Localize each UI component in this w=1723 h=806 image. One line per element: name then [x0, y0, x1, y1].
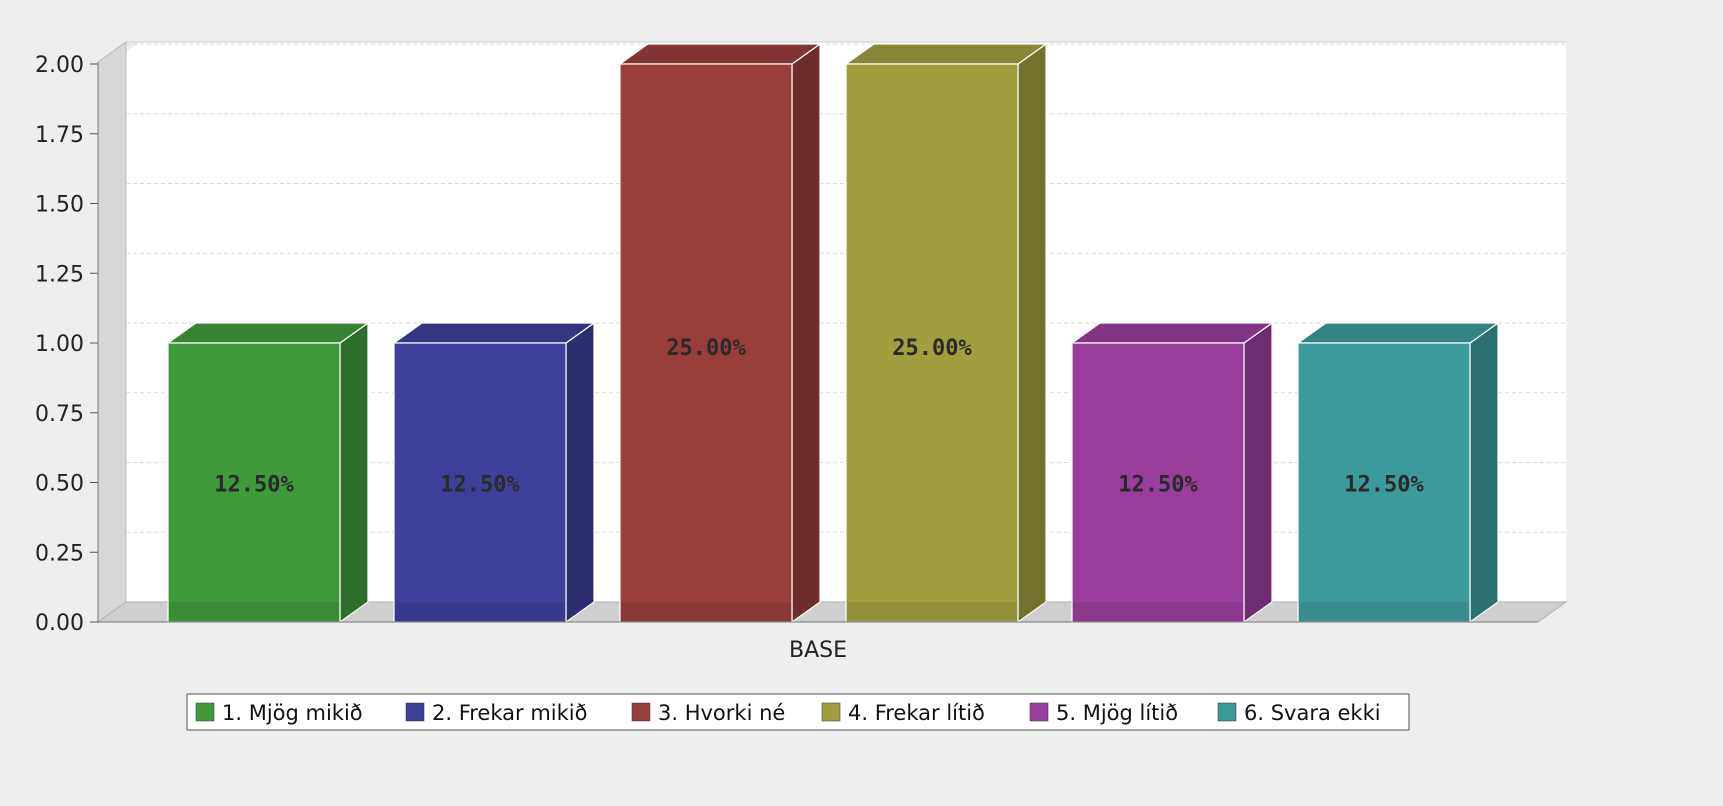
- bar-1: [166, 321, 370, 624]
- y-tick-label: 2.00: [35, 53, 84, 78]
- bar-top-face: [1296, 322, 1500, 344]
- bar-front-face: [393, 342, 567, 623]
- bar-value-label: 12.50%: [1118, 473, 1198, 498]
- bar-base-band: [1299, 602, 1469, 621]
- y-tick-label: 0.25: [35, 541, 84, 566]
- bar-top-face: [618, 43, 822, 65]
- bar-2: [392, 321, 596, 624]
- legend-swatch: [1217, 702, 1237, 722]
- legend-item-5: 5. Mjög lítið: [1029, 701, 1178, 725]
- legend-label: 4. Frekar lítið: [848, 701, 985, 725]
- legend-label: 6. Svara ekki: [1244, 701, 1381, 725]
- x-axis: BASE: [98, 621, 1538, 663]
- bar-top-face: [1070, 322, 1274, 344]
- bar-value-label: 25.00%: [666, 336, 746, 361]
- y-tick-label: 1.00: [35, 332, 84, 357]
- legend-swatch: [821, 702, 841, 722]
- legend-item-3: 3. Hvorki né: [631, 701, 785, 725]
- legend-swatch: [405, 702, 425, 722]
- legend: 1. Mjög mikið 2. Frekar mikið 3. Hvorki né…: [186, 693, 1410, 731]
- plot-left-wall: [97, 41, 127, 623]
- y-tick-label: 0.75: [35, 402, 84, 427]
- bar-front-face: [845, 63, 1019, 623]
- bar-side-face: [565, 321, 595, 624]
- bar-4: [844, 42, 1048, 624]
- bar-side-face: [1017, 42, 1047, 624]
- bar-front-face: [1297, 342, 1471, 623]
- legend-swatch: [631, 702, 651, 722]
- bar-side-face: [1243, 321, 1273, 624]
- bar-value-label: 12.50%: [1344, 473, 1424, 498]
- legend-box: [186, 693, 1410, 731]
- bar-value-label: 12.50%: [214, 473, 294, 498]
- bar-base-band: [847, 602, 1017, 621]
- y-tick-label: 1.25: [35, 262, 84, 287]
- bar-side-face: [1469, 321, 1499, 624]
- legend-item-1: 1. Mjög mikið: [195, 701, 363, 725]
- y-tick-label: 1.50: [35, 193, 84, 218]
- legend-label: 5. Mjög lítið: [1056, 701, 1178, 725]
- bar-side-face: [791, 42, 821, 624]
- bar-base-band: [1073, 602, 1243, 621]
- legend-swatch: [195, 702, 215, 722]
- y-tick-label: 0.00: [35, 611, 84, 636]
- bar-base-band: [621, 602, 791, 621]
- y-axis: 0.00 0.25 0.50 0.75 1.00 1.25 1.50 1.75 2.00: [35, 53, 99, 636]
- y-tick-label: 1.75: [35, 123, 84, 148]
- bar-front-face: [1071, 342, 1245, 623]
- bar-front-face: [167, 342, 341, 623]
- legend-label: 2. Frekar mikið: [432, 701, 587, 725]
- legend-item-4: 4. Frekar lítið: [821, 701, 985, 725]
- bar-base-band: [169, 602, 339, 621]
- x-tick-label: BASE: [789, 638, 847, 663]
- y-tick-label: 0.50: [35, 472, 84, 497]
- bar-3: [618, 42, 822, 624]
- bar-side-face: [339, 321, 369, 624]
- bar-value-label: 25.00%: [892, 336, 972, 361]
- bar-6: [1296, 321, 1500, 624]
- bars: [166, 42, 1500, 624]
- bar-base-band: [395, 602, 565, 621]
- bar-top-face: [392, 322, 596, 344]
- legend-swatch: [1029, 702, 1049, 722]
- bar-top-face: [166, 322, 370, 344]
- bar-value-labels: 12.50% 12.50% 25.00% 25.00% 12.50% 12.50%: [214, 336, 1424, 498]
- legend-label: 1. Mjög mikið: [222, 701, 363, 725]
- legend-item-6: 6. Svara ekki: [1217, 701, 1381, 725]
- legend-item-2: 2. Frekar mikið: [405, 701, 587, 725]
- legend-label: 3. Hvorki né: [658, 701, 785, 725]
- bar-value-label: 12.50%: [440, 473, 520, 498]
- bar-top-face: [844, 43, 1048, 65]
- bar-5: [1070, 321, 1274, 624]
- bar-front-face: [619, 63, 793, 623]
